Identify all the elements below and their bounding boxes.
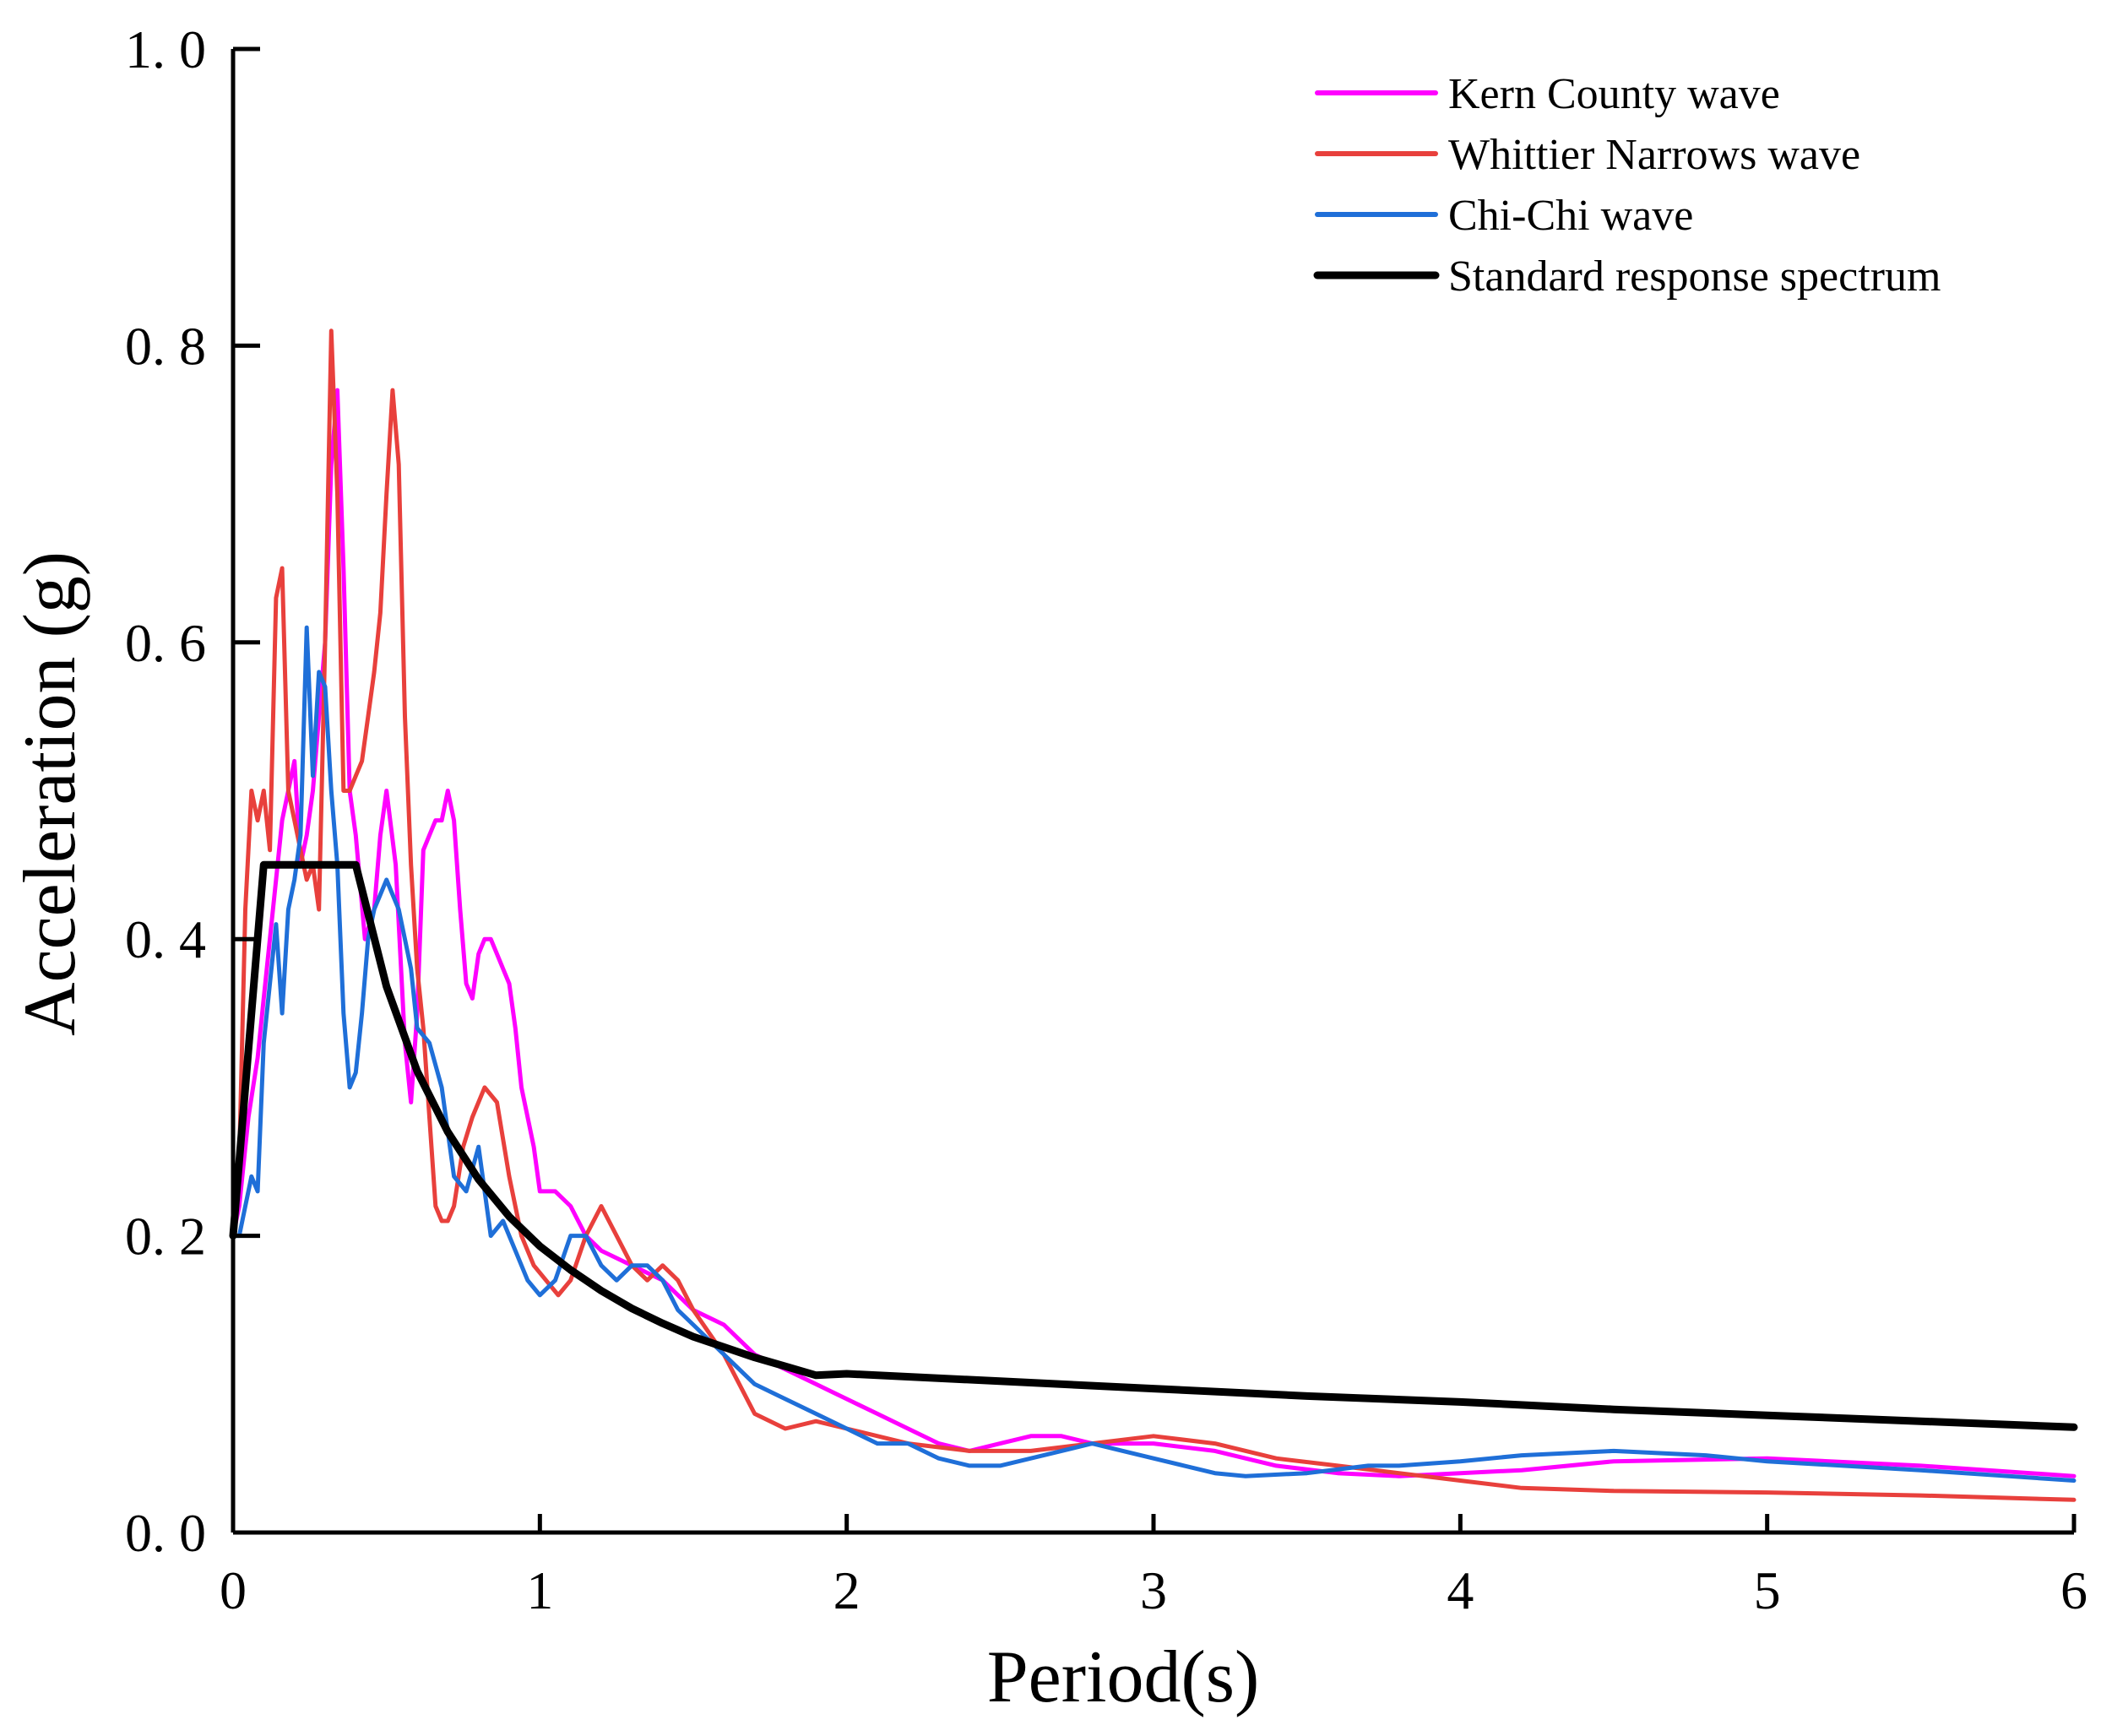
x-tick-label-0: 0 xyxy=(220,1560,247,1620)
ticks-layer: 0 1 2 3 4 5 6 0. 0 0. 2 0. 4 0. 6 0. 8 1. 0 xyxy=(125,19,2087,1620)
y-tick-label-2: 0. 4 xyxy=(125,909,206,969)
x-tick-label-2: 2 xyxy=(833,1560,860,1620)
series-line-2 xyxy=(231,625,2077,1483)
legend-label-1: Whittier Narrows wave xyxy=(1448,131,1860,179)
x-tick-label-4: 4 xyxy=(1447,1560,1474,1620)
y-tick-label-1: 0. 2 xyxy=(125,1207,206,1267)
x-tick-label-6: 6 xyxy=(2060,1560,2087,1620)
series-layer xyxy=(229,328,2078,1502)
y-axis-title: Acceleration (g) xyxy=(9,551,91,1036)
legend-label-2: Chi-Chi wave xyxy=(1448,192,1693,240)
x-tick-label-3: 3 xyxy=(1140,1560,1167,1620)
series-line-1 xyxy=(231,328,2077,1502)
legend: Kern County wave Whittier Narrows wave Chi… xyxy=(1313,70,1941,301)
y-tick-label-3: 0. 6 xyxy=(125,613,206,673)
y-tick-label-5: 1. 0 xyxy=(125,19,206,79)
x-axis-title: Period(s) xyxy=(987,1636,1260,1718)
y-tick-label-4: 0. 8 xyxy=(125,316,206,376)
x-tick-label-5: 5 xyxy=(1754,1560,1781,1620)
series-line-3 xyxy=(229,860,2078,1431)
y-tick-label-0: 0. 0 xyxy=(125,1503,206,1563)
legend-label-0: Kern County wave xyxy=(1448,70,1780,118)
series-line-0 xyxy=(231,388,2077,1478)
x-tick-label-1: 1 xyxy=(526,1560,553,1620)
legend-label-3: Standard response spectrum xyxy=(1448,252,1941,301)
